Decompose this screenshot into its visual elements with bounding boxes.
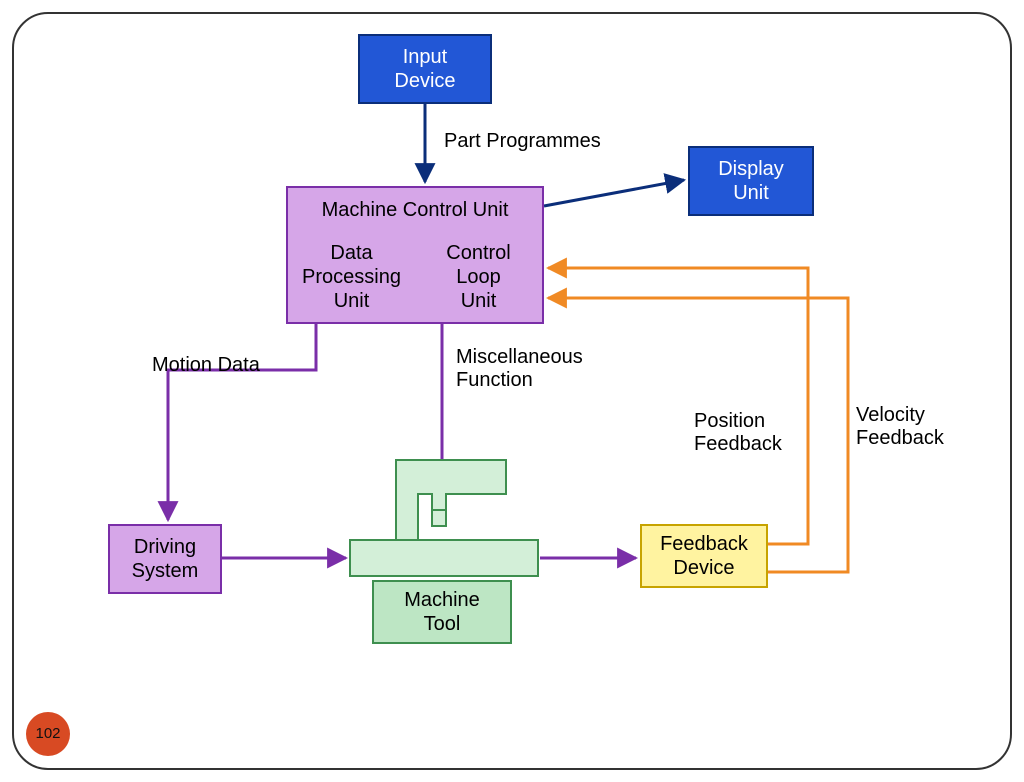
box-display_unit: Display Unit — [688, 146, 814, 216]
mcu-sub-left: Data Processing Unit — [288, 232, 415, 322]
box-driving_system: Driving System — [108, 524, 222, 594]
box-label-display_unit: Display Unit — [718, 157, 784, 205]
box-machine_tool: Machine Tool — [372, 580, 512, 644]
arrow-mcu-to-display — [544, 180, 684, 206]
mcu-header: Machine Control Unit — [288, 188, 542, 232]
box-label-input_device: Input Device — [394, 45, 455, 93]
box-mcu: Machine Control UnitData Processing Unit… — [286, 186, 544, 324]
mcu-sub-right: Control Loop Unit — [415, 232, 542, 322]
box-label-feedback_device: Feedback Device — [660, 532, 748, 580]
label-motion_data: Motion Data — [152, 354, 260, 377]
box-input_device: Input Device — [358, 34, 492, 104]
label-part_programmes: Part Programmes — [444, 130, 601, 153]
box-label-machine_tool: Machine Tool — [404, 588, 480, 636]
label-position_fb: Position Feedback — [694, 410, 782, 456]
machine-tool-shape — [350, 460, 538, 576]
box-label-driving_system: Driving System — [132, 535, 199, 583]
label-misc_function: Miscellaneous Function — [456, 346, 583, 392]
box-feedback_device: Feedback Device — [640, 524, 768, 588]
label-velocity_fb: Velocity Feedback — [856, 404, 944, 450]
page-number-badge: 102 — [26, 712, 70, 756]
arrow-position-feedback — [548, 268, 808, 544]
